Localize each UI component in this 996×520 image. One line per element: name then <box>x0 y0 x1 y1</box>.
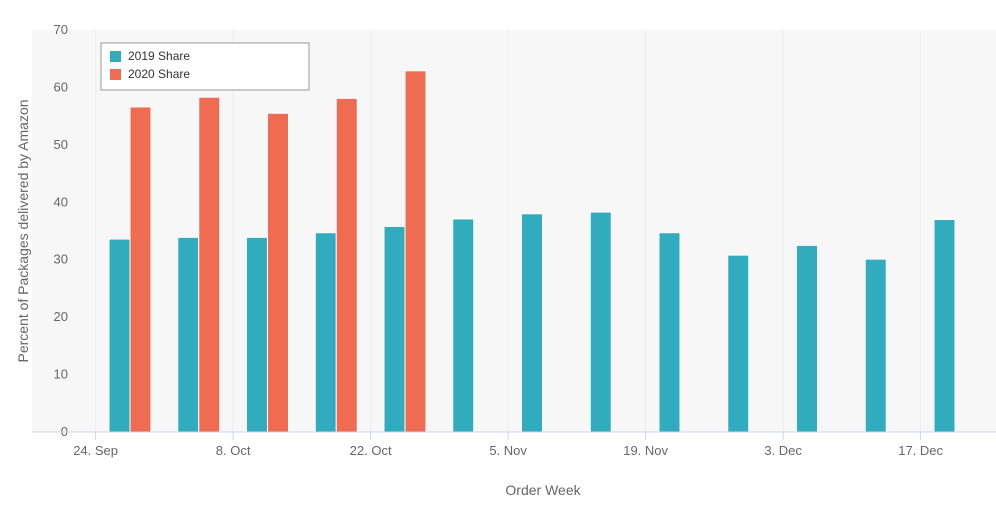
y-tick-label: 30 <box>54 252 68 267</box>
legend-box <box>100 42 310 91</box>
legend[interactable]: 2019 Share 2020 Share <box>100 42 310 91</box>
bars <box>108 70 956 433</box>
legend-label-2019[interactable]: 2019 Share <box>128 49 190 63</box>
x-tick-label: 3. Dec <box>764 443 802 458</box>
y-tick-label: 70 <box>54 22 68 37</box>
legend-swatch-2019 <box>110 51 121 62</box>
legend-label-2020[interactable]: 2020 Share <box>128 67 190 81</box>
x-axis-ticks: 24. Sep 8. Oct 22. Oct 5. Nov 19. Nov 3. Dec 1… <box>73 432 944 458</box>
bar-2019-dec-15[interactable] <box>864 258 887 433</box>
y-tick-label: 10 <box>54 367 68 382</box>
bar-2019-nov-17[interactable] <box>589 211 612 433</box>
y-axis-title: Percent of Packages delivered by Amazon <box>15 99 31 362</box>
bar-2019-oct-27[interactable] <box>383 225 406 433</box>
x-tick-label: 17. Dec <box>898 443 943 458</box>
bar-2020-oct-6[interactable] <box>198 96 221 433</box>
y-tick-label: 60 <box>54 79 68 94</box>
bar-2019-sep-29[interactable] <box>108 238 131 433</box>
bar-2019-oct-6[interactable] <box>177 236 200 433</box>
bar-2019-nov-24[interactable] <box>658 232 681 433</box>
x-tick-label: 8. Oct <box>216 443 251 458</box>
x-axis-title: Order Week <box>505 482 581 498</box>
x-tick-label: 5. Nov <box>489 443 527 458</box>
bar-2019-dec-22[interactable] <box>933 219 956 433</box>
bar-2020-sep-29[interactable] <box>129 106 152 433</box>
bar-2019-dec-8[interactable] <box>796 244 818 433</box>
bar-2020-oct-20[interactable] <box>335 97 358 433</box>
bar-2020-oct-13[interactable] <box>267 112 289 433</box>
bar-2020-oct-27[interactable] <box>404 70 427 433</box>
legend-swatch-2020 <box>110 69 121 80</box>
bar-2019-nov-3[interactable] <box>452 218 475 433</box>
y-tick-label: 50 <box>54 137 68 152</box>
x-tick-label: 22. Oct <box>350 443 392 458</box>
bar-2019-oct-13[interactable] <box>246 236 268 433</box>
x-tick-label: 19. Nov <box>623 443 668 458</box>
x-tick-label: 24. Sep <box>73 443 118 458</box>
bar-2019-oct-20[interactable] <box>314 232 337 433</box>
x-gridlines <box>95 30 922 432</box>
bar-2019-nov-10[interactable] <box>521 213 543 433</box>
bar-2019-dec-1[interactable] <box>727 254 750 433</box>
y-tick-label: 40 <box>54 194 68 209</box>
y-tick-label: 20 <box>54 309 68 324</box>
